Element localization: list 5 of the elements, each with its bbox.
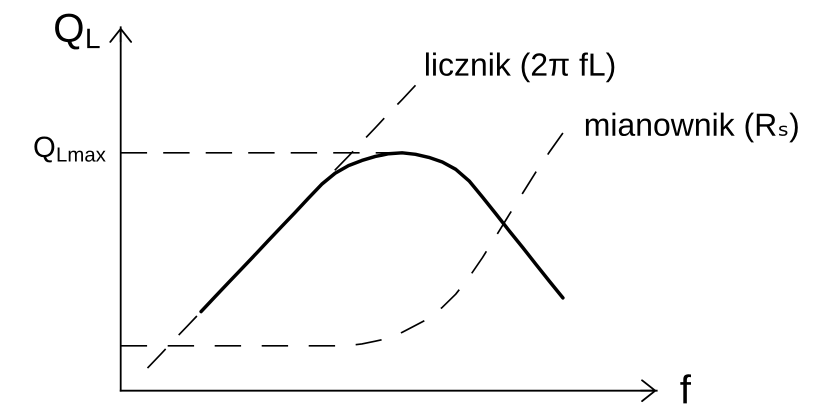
x-axis-title: f (680, 374, 691, 404)
series-label: licznik (2π fL) (426, 52, 614, 82)
y-axis-title: Q$_{L}$ (55, 14, 100, 50)
series-label: mianownik (Rₛ) (586, 112, 798, 142)
ref-line-label: Q$_{Lmax}$ (34, 136, 106, 162)
